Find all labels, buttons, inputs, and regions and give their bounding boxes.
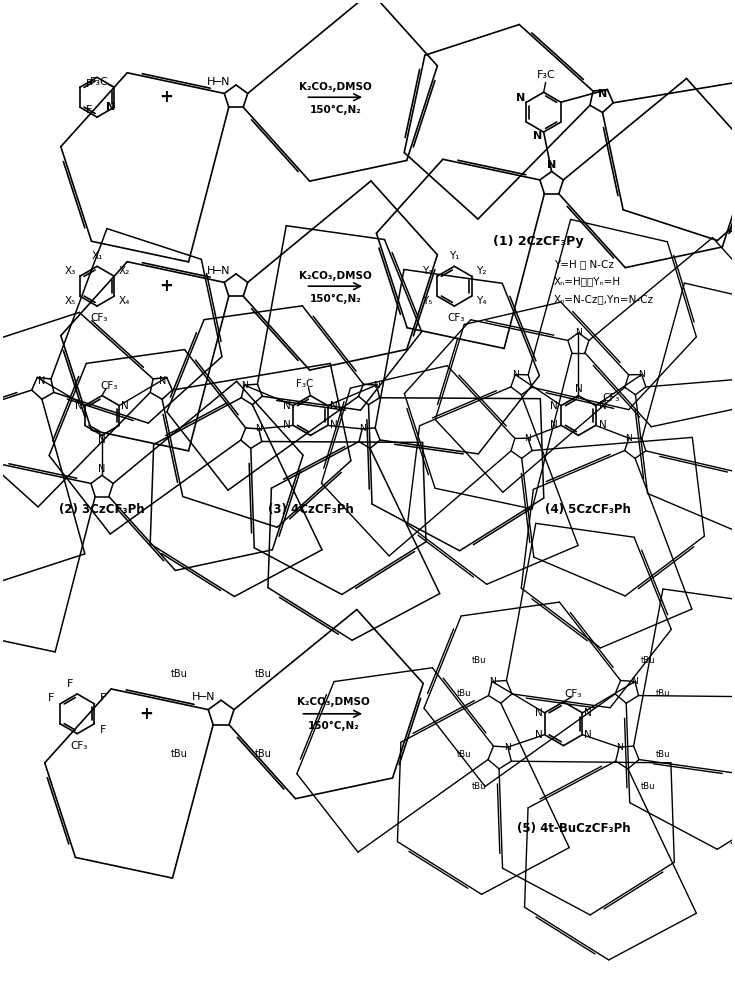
Text: Y₄: Y₄ (476, 296, 487, 306)
Text: Xₙ=H时，Yₙ=H: Xₙ=H时，Yₙ=H (553, 276, 621, 286)
Text: +: + (140, 705, 154, 723)
Text: Y₂: Y₂ (476, 266, 487, 276)
Text: N: N (638, 370, 645, 379)
Text: CF₃: CF₃ (564, 689, 582, 699)
Text: X₄: X₄ (118, 296, 130, 306)
Text: tBu: tBu (254, 669, 271, 679)
Text: Xₙ=N-Cz时,Yn=N-Cz: Xₙ=N-Cz时,Yn=N-Cz (553, 294, 653, 304)
Text: tBu: tBu (456, 750, 471, 759)
Text: H─N: H─N (207, 77, 230, 87)
Text: Y₁: Y₁ (449, 251, 459, 261)
Text: N: N (359, 424, 365, 433)
Text: CF₃: CF₃ (603, 393, 620, 403)
Text: N: N (284, 420, 291, 430)
Text: N: N (547, 160, 556, 170)
Text: N: N (575, 328, 582, 337)
Text: N: N (512, 370, 518, 379)
Text: N: N (98, 464, 106, 474)
Text: X₅: X₅ (65, 296, 76, 306)
Text: N: N (516, 93, 525, 103)
Text: (4) 5CzCF₃Ph: (4) 5CzCF₃Ph (545, 503, 631, 516)
Text: F₃C: F₃C (90, 77, 109, 87)
Text: F: F (100, 693, 107, 703)
Text: (3) 4CzCF₃Ph: (3) 4CzCF₃Ph (268, 503, 354, 516)
Text: tBu: tBu (472, 656, 487, 665)
Text: (5) 4t-BuCzCF₃Ph: (5) 4t-BuCzCF₃Ph (517, 822, 630, 835)
Text: F₃C: F₃C (295, 379, 313, 389)
Text: N: N (598, 89, 607, 99)
Text: tBu: tBu (472, 782, 487, 791)
Text: tBu: tBu (171, 749, 188, 759)
Text: F: F (85, 79, 92, 89)
Text: Y₃: Y₃ (422, 266, 432, 276)
Text: N: N (330, 401, 337, 411)
Text: N: N (533, 131, 542, 141)
Text: K₂CO₃,DMSO: K₂CO₃,DMSO (299, 271, 372, 281)
Text: N: N (489, 677, 495, 686)
Text: N: N (121, 401, 129, 411)
Text: CF₃: CF₃ (100, 381, 118, 391)
Text: N: N (504, 743, 512, 752)
Text: N: N (525, 434, 531, 443)
Text: N: N (330, 420, 337, 430)
Text: N: N (373, 381, 380, 390)
Text: N: N (551, 401, 558, 411)
Text: N: N (598, 401, 606, 411)
Text: N: N (584, 708, 592, 718)
Text: 150°C,N₂: 150°C,N₂ (309, 294, 361, 304)
Text: N: N (535, 730, 542, 740)
Text: tBu: tBu (640, 782, 655, 791)
Text: N: N (616, 743, 623, 752)
Text: +: + (159, 88, 173, 106)
Text: X₂: X₂ (118, 266, 130, 276)
Text: 150°C,N₂: 150°C,N₂ (307, 721, 359, 731)
Text: 150°C,N₂: 150°C,N₂ (309, 105, 361, 115)
Text: (2) 3CzCF₃Ph: (2) 3CzCF₃Ph (60, 503, 145, 516)
Text: N: N (241, 381, 248, 390)
Text: Y₅: Y₅ (422, 296, 432, 306)
Text: tBu: tBu (456, 689, 471, 698)
Text: X₁: X₁ (91, 251, 103, 261)
Text: F: F (48, 693, 54, 703)
Text: K₂CO₃,DMSO: K₂CO₃,DMSO (299, 82, 372, 92)
Text: N: N (284, 401, 291, 411)
Text: F: F (85, 105, 92, 115)
Text: N: N (255, 424, 262, 433)
Text: N: N (98, 435, 106, 445)
Text: N: N (37, 376, 45, 386)
Text: H─N: H─N (192, 692, 215, 702)
Text: N: N (584, 730, 592, 740)
Text: Y=H 或 N-Cz: Y=H 或 N-Cz (553, 259, 614, 269)
Text: H─N: H─N (207, 266, 230, 276)
Text: tBu: tBu (640, 656, 655, 665)
Text: N: N (631, 677, 639, 686)
Text: N: N (75, 401, 83, 411)
Text: tBu: tBu (656, 750, 670, 759)
Text: tBu: tBu (254, 749, 271, 759)
Text: N: N (106, 102, 115, 112)
Text: CF₃: CF₃ (448, 313, 465, 323)
Text: F₃C: F₃C (537, 70, 556, 80)
Text: tBu: tBu (656, 689, 670, 698)
Text: CF₃: CF₃ (71, 741, 88, 751)
Text: tBu: tBu (171, 669, 188, 679)
Text: X₃: X₃ (65, 266, 76, 276)
Text: CF₃: CF₃ (90, 313, 108, 323)
Text: F: F (67, 679, 74, 689)
Text: N: N (598, 420, 606, 430)
Text: N: N (535, 708, 542, 718)
Text: +: + (159, 277, 173, 295)
Text: N: N (159, 376, 166, 386)
Text: K₂CO₃,DMSO: K₂CO₃,DMSO (297, 697, 370, 707)
Text: N: N (551, 420, 558, 430)
Text: (1) 2CzCF₃Py: (1) 2CzCF₃Py (493, 235, 584, 248)
Text: F: F (100, 725, 107, 735)
Text: N: N (575, 384, 582, 394)
Text: N: N (625, 434, 632, 443)
